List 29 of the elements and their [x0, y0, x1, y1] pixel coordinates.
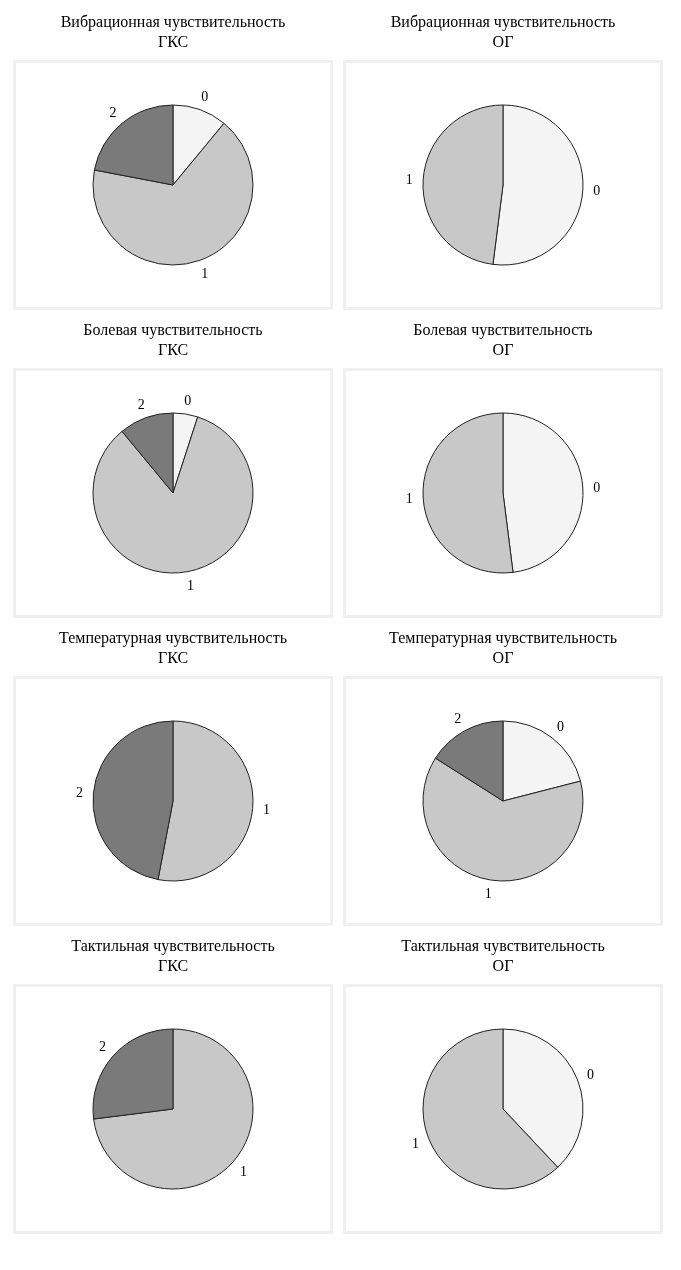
slice-label: 0	[201, 89, 209, 105]
slice-label: 0	[593, 479, 601, 495]
chart-title: Температурная чувствительность ОГ	[388, 628, 618, 668]
slice-label: 1	[484, 886, 492, 902]
chart-title: Болевая чувствительность ГКС	[82, 320, 264, 360]
slice-label: 1	[405, 491, 413, 507]
slice-label: 2	[109, 105, 117, 121]
slice-label: 2	[98, 1039, 106, 1055]
chart-title: Болевая чувствительность ОГ	[412, 320, 594, 360]
pie-slice	[92, 416, 254, 574]
slice-label: 0	[586, 1066, 594, 1082]
chart-title: Вибрационная чувствительность ГКС	[59, 12, 287, 52]
slice-label: 1	[263, 802, 271, 818]
slice-label: 1	[187, 577, 195, 593]
slice-label: 1	[405, 171, 413, 187]
slice-label: 2	[75, 784, 83, 800]
slice-label: 0	[184, 392, 192, 408]
slice-label: 1	[412, 1136, 420, 1152]
slice-label: 1	[240, 1163, 248, 1179]
chart-title: Тактильная чувствительность ОГ	[400, 936, 606, 976]
pie-slice	[93, 1028, 254, 1190]
slice-label: 0	[593, 183, 601, 199]
chart-title: Вибрационная чувствительность ОГ	[389, 12, 617, 52]
chart-title: Тактильная чувствительность ГКС	[70, 936, 276, 976]
slice-label: 0	[557, 719, 565, 735]
slice-label: 2	[137, 397, 145, 413]
slice-label: 2	[454, 711, 462, 727]
chart-title: Температурная чувствительность ГКС	[58, 628, 288, 668]
slice-label: 1	[201, 265, 209, 281]
